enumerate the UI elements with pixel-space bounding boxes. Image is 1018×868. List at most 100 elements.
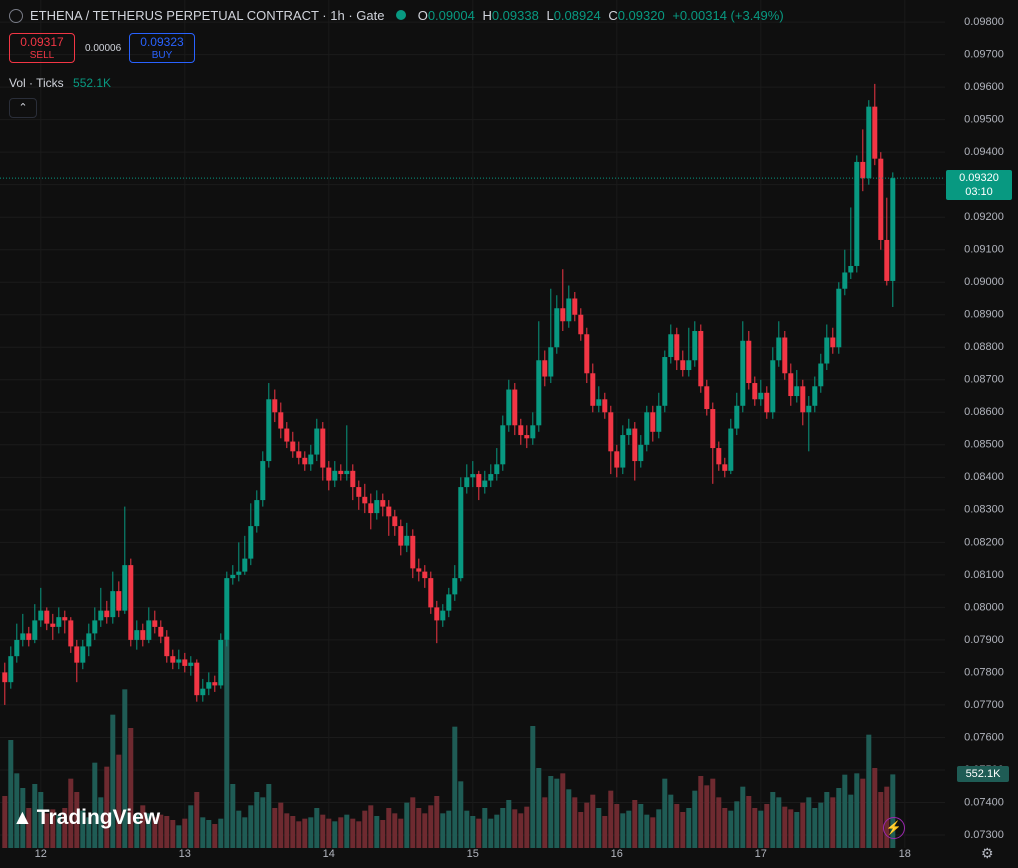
settings-icon[interactable]: ⚙ (981, 845, 994, 861)
candle-body (14, 639, 20, 657)
volume-bar (650, 817, 656, 848)
volume-bar (320, 814, 326, 848)
x-tick-label: 14 (323, 848, 335, 860)
volume-bar (248, 805, 254, 848)
y-tick-label: 0.09400 (964, 146, 1004, 158)
candle-body (344, 470, 350, 475)
candle-body (272, 399, 278, 413)
volume-legend: Vol · Ticks 552.1K (9, 76, 111, 90)
volume-bar (890, 774, 896, 848)
candle-body (632, 428, 638, 462)
volume-bar (668, 794, 674, 848)
candle-body (422, 571, 428, 579)
high-value: 0.09338 (491, 8, 539, 23)
alert-icon[interactable]: ⚡ (883, 817, 905, 839)
volume-bar (506, 800, 512, 848)
candle-body (842, 272, 848, 289)
candle-body (644, 412, 650, 445)
volume-bar (416, 808, 422, 848)
volume-bar (368, 805, 374, 848)
volume-bar (770, 792, 776, 848)
x-tick-label: 12 (35, 848, 47, 860)
y-tick-label: 0.09500 (964, 114, 1004, 126)
volume-bar (716, 797, 722, 848)
candle-body (242, 558, 248, 572)
candle-body (20, 633, 26, 640)
volume-bar (494, 814, 500, 848)
candle-body (878, 158, 884, 240)
volume-bar (110, 714, 116, 848)
candle-body (860, 161, 866, 179)
candle-body (464, 477, 470, 488)
volume-bar (434, 796, 440, 848)
candle-body (326, 467, 332, 481)
y-tick-label: 0.08400 (964, 471, 1004, 483)
volume-bar (782, 806, 788, 848)
volume-bar (122, 689, 128, 848)
volume-bar (176, 825, 182, 848)
symbol-title: ETHENA / TETHERUS PERPETUAL CONTRACT · 1… (30, 8, 385, 23)
candle-body (812, 386, 818, 406)
volume-bar (476, 818, 482, 848)
volume-bar (698, 776, 704, 848)
volume-bar (530, 726, 536, 848)
candle-body (236, 571, 242, 575)
candle-body (224, 578, 230, 640)
volume-bar (488, 818, 494, 848)
candle-body (428, 578, 434, 608)
candle-body (578, 314, 584, 335)
candle-body (386, 506, 392, 517)
sell-button[interactable]: 0.09317 SELL (9, 33, 75, 63)
y-tick-label: 0.09100 (964, 244, 1004, 256)
y-tick-label: 0.07400 (964, 796, 1004, 808)
collapse-button[interactable]: ⌃ (9, 98, 37, 118)
x-tick-label: 13 (179, 848, 191, 860)
sell-label: SELL (29, 50, 55, 61)
candle-body (800, 386, 806, 413)
volume-bar (836, 788, 842, 848)
candle-body (80, 646, 86, 663)
volume-bar (608, 790, 614, 848)
y-tick-label: 0.08100 (964, 569, 1004, 581)
y-tick-label: 0.09200 (964, 211, 1004, 223)
candle-body (758, 392, 764, 400)
candle-body (410, 535, 416, 569)
candle-body (128, 565, 134, 640)
candle-body (158, 626, 164, 637)
volume-bar (536, 768, 542, 848)
volume-bar (878, 792, 884, 848)
candle-body (104, 610, 110, 618)
volume-bar (302, 818, 308, 848)
volume-bar (80, 810, 86, 848)
y-tick-label: 0.09600 (964, 81, 1004, 93)
candle-body (566, 298, 572, 322)
candle-body (884, 239, 890, 281)
volume-bar (206, 820, 212, 848)
candle-body (260, 461, 266, 501)
candle-body (86, 633, 92, 647)
candle-body (362, 496, 368, 504)
volume-bar (332, 821, 338, 848)
candle-body (818, 363, 824, 387)
buy-label: BUY (151, 50, 173, 61)
candle-body (188, 662, 194, 666)
volume-bar (740, 786, 746, 848)
x-tick-label: 16 (611, 848, 623, 860)
close-value: 0.09320 (617, 8, 665, 23)
volume-legend-label: Vol · Ticks (9, 76, 64, 90)
symbol-icon[interactable] (9, 9, 23, 23)
volume-bar (56, 814, 62, 848)
y-tick-label: 0.08900 (964, 309, 1004, 321)
buy-button[interactable]: 0.09323 BUY (129, 33, 195, 63)
candle-body (44, 610, 50, 624)
candle-body (74, 646, 80, 663)
y-tick-label: 0.09700 (964, 49, 1004, 61)
volume-bar (764, 804, 770, 848)
volume-bar (20, 788, 26, 848)
volume-bar (596, 808, 602, 848)
candle-body (446, 594, 452, 611)
volume-bar (704, 785, 710, 848)
volume-bar (794, 812, 800, 848)
volume-bar (152, 817, 158, 848)
candle-body (152, 620, 158, 627)
